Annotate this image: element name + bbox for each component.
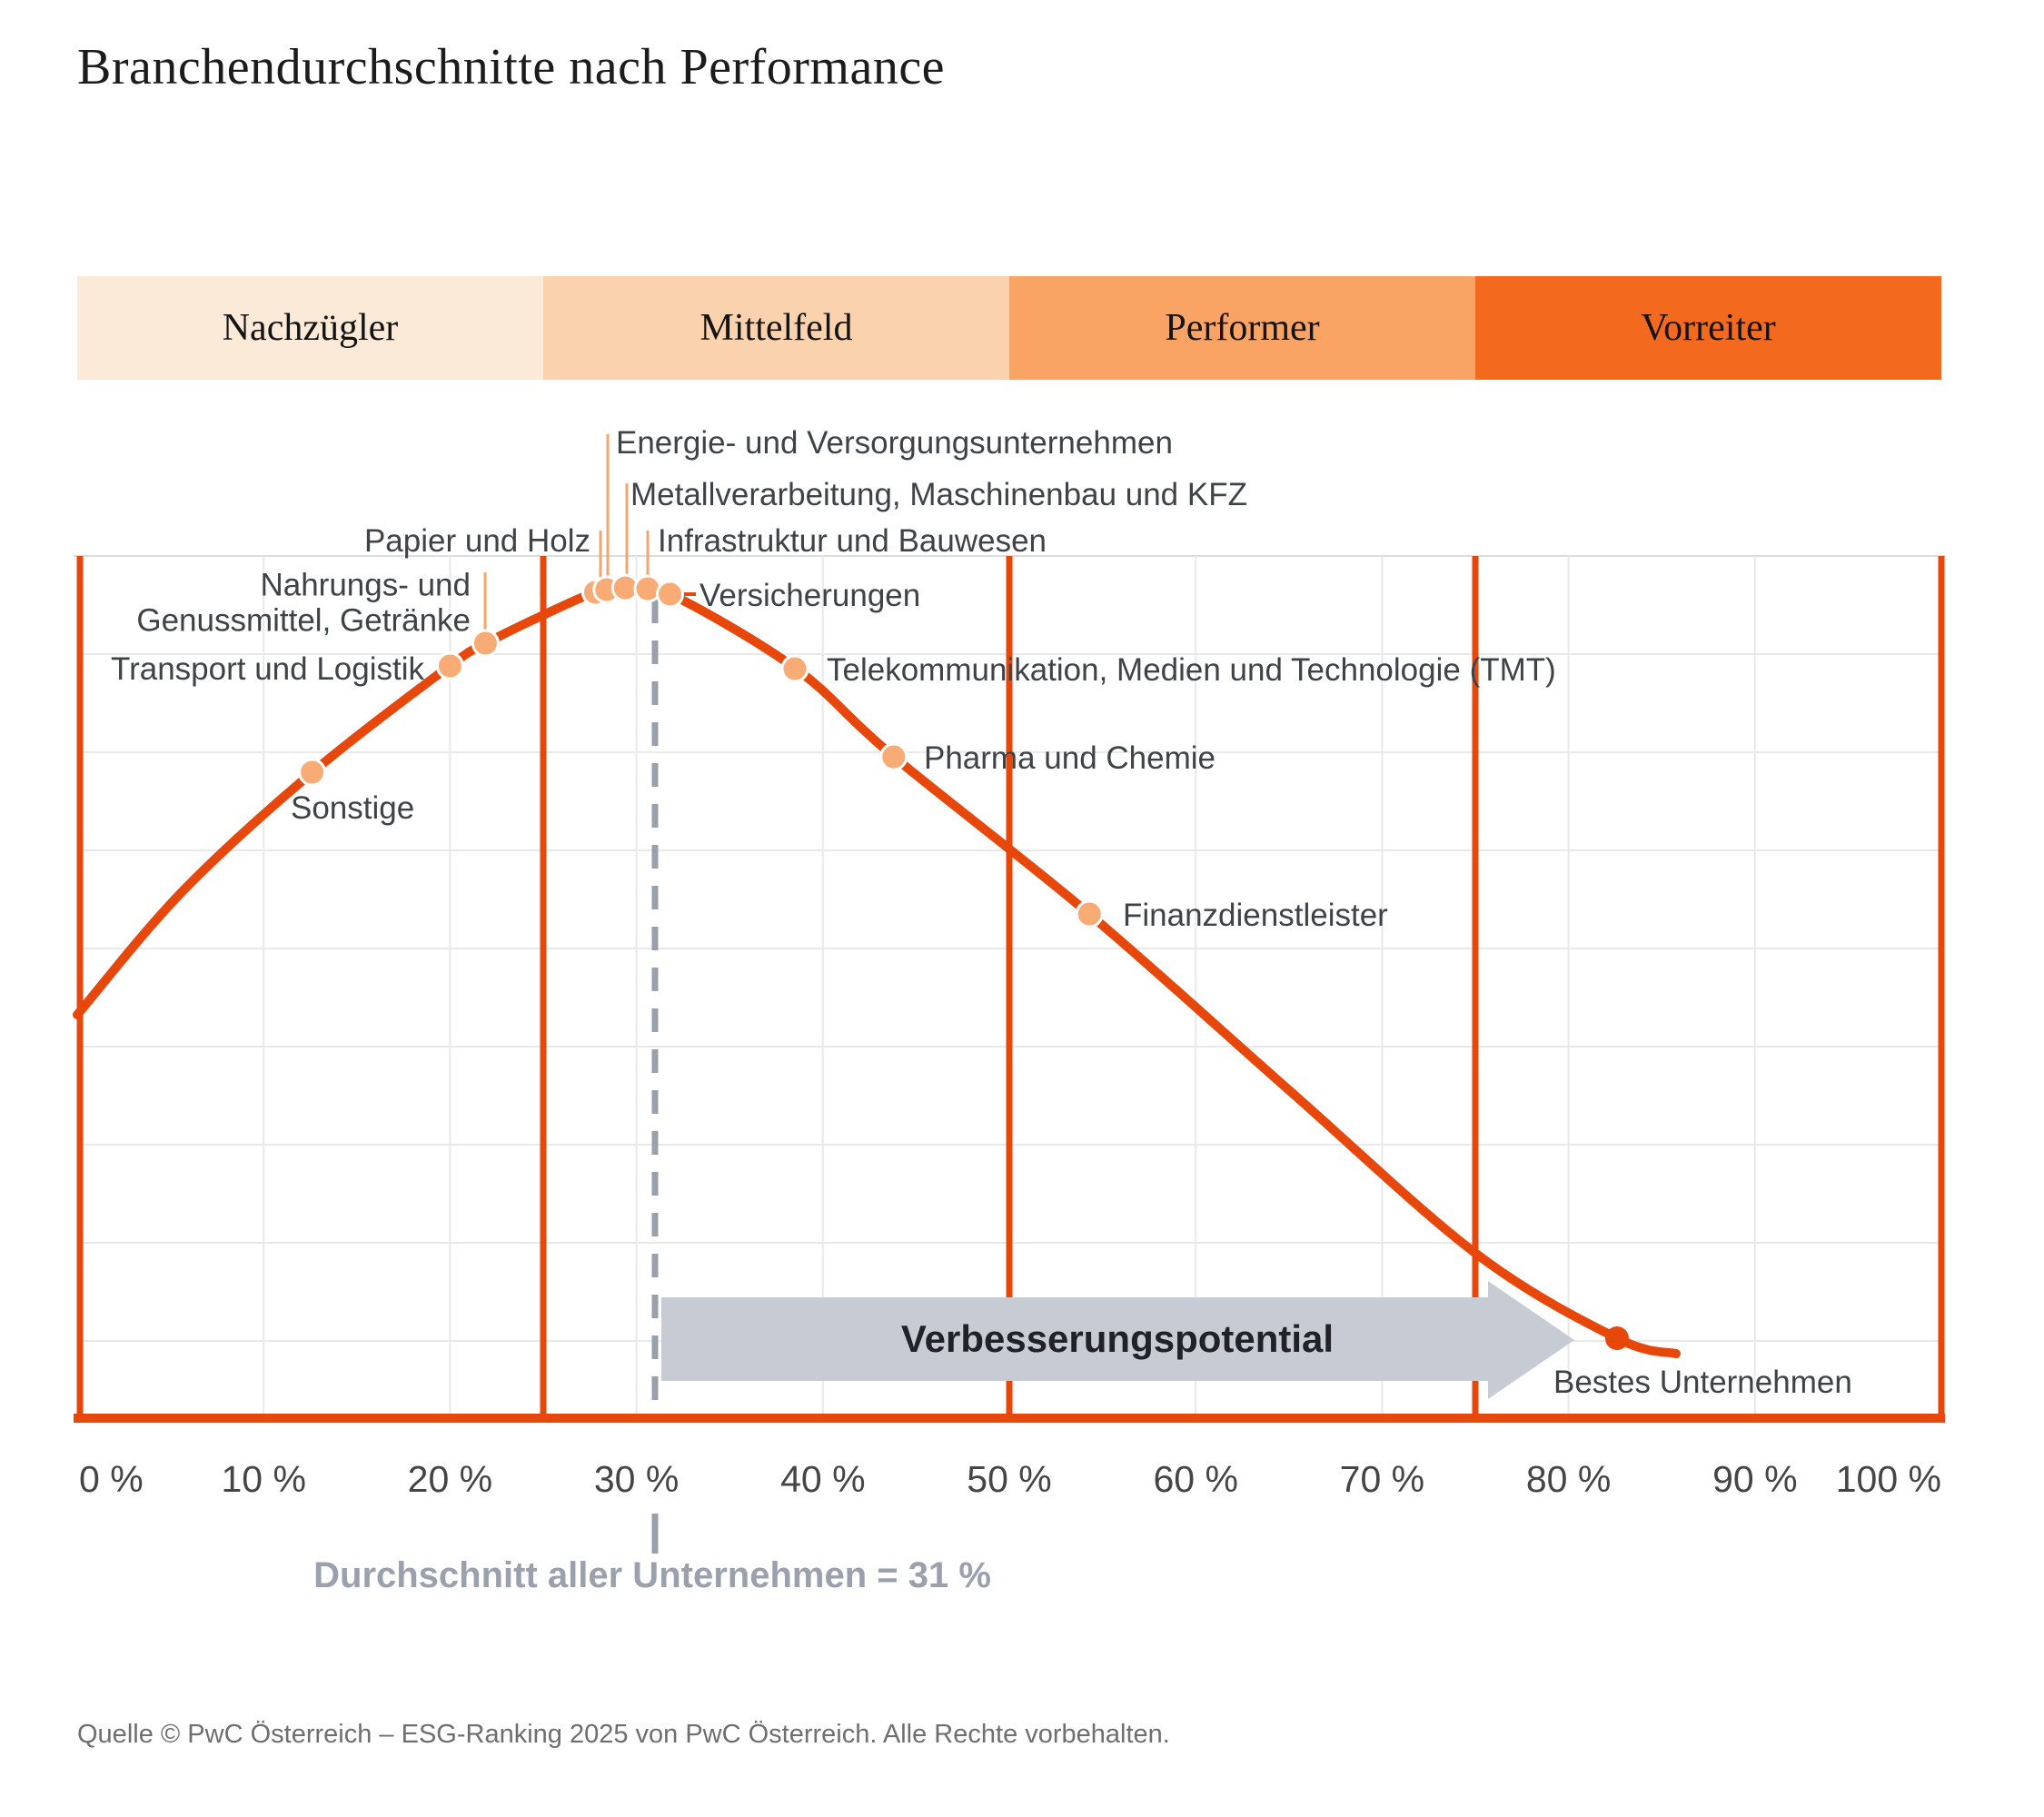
point-label-pharma-und-chemie: Pharma und Chemie	[924, 740, 1215, 776]
performance-band-label: Mittelfeld	[700, 307, 853, 349]
data-point-nahrungs-und-genussmittel-getr-nke	[471, 629, 500, 658]
data-point-sonstige	[298, 758, 327, 787]
performance-band-label: Performer	[1165, 307, 1320, 349]
x-tick-label-50: 50 %	[967, 1458, 1052, 1500]
point-label-transport-und-logistik: Transport und Logistik	[111, 650, 424, 687]
point-label-bestes-unternehmen: Bestes Unternehmen	[1553, 1364, 1852, 1400]
point-label-sonstige: Sonstige	[291, 789, 415, 826]
data-point-pharma-und-chemie	[879, 742, 908, 771]
x-tick-label-20: 20 %	[407, 1458, 493, 1500]
performance-band-performer: Performer	[1009, 276, 1475, 380]
point-label-infrastruktur-und-bauwesen: Infrastruktur und Bauwesen	[658, 522, 1047, 559]
x-tick-label-0: 0 %	[79, 1458, 144, 1500]
x-tick-label-40: 40 %	[780, 1458, 866, 1500]
data-point-finanzdienstleister	[1075, 899, 1104, 928]
improvement-arrow	[661, 1281, 1574, 1399]
point-label-metallverarbeitung-maschinenbau-und-kfz: Metallverarbeitung, Maschinenbau und KFZ	[630, 476, 1247, 512]
performance-band-label: Vorreiter	[1641, 307, 1776, 349]
performance-band-vorreiter: Vorreiter	[1475, 276, 1941, 380]
x-tick-label-80: 80 %	[1525, 1458, 1612, 1500]
point-label-papier-und-holz: Papier und Holz	[363, 522, 590, 559]
x-tick-label-60: 60 %	[1153, 1458, 1238, 1500]
x-tick-label-90: 90 %	[1712, 1458, 1798, 1500]
average-line-label: Durchschnitt aller Unternehmen = 31 %	[313, 1555, 991, 1595]
performance-band-mittelfeld: Mittelfeld	[543, 276, 1009, 380]
data-point-transport-und-logistik	[435, 651, 464, 680]
data-point-versicherungen	[656, 580, 685, 609]
point-label-finanzdienstleister: Finanzdienstleister	[1123, 897, 1388, 933]
x-tick-label-10: 10 %	[221, 1458, 306, 1500]
point-label-nahrungs-und-genussmittel-getr-nke: Nahrungs- und Genussmittel, Getränke	[136, 567, 471, 638]
page-title: Branchendurchschnitte nach Performance	[77, 39, 946, 95]
performance-curve	[73, 581, 1681, 1358]
point-label-energie-und-versorgungsunternehmen: Energie- und Versorgungsunternehmen	[616, 424, 1173, 461]
data-point-bestes-unternehmen	[1604, 1326, 1629, 1350]
x-tick-label-30: 30 %	[593, 1458, 680, 1500]
performance-band-nachz-gler: Nachzügler	[77, 276, 543, 380]
source-footer: Quelle © PwC Österreich – ESG-Ranking 20…	[77, 1720, 1170, 1749]
x-tick-label-70: 70 %	[1339, 1458, 1425, 1500]
performance-band-scale: Nachzügler Mittelfeld Performer Vorreiter	[77, 276, 1941, 380]
x-tick-label-100: 100 %	[1835, 1458, 1941, 1500]
point-label-versicherungen: Versicherungen	[700, 577, 921, 613]
improvement-arrow-label: Verbesserungspotential	[900, 1317, 1335, 1360]
performance-band-label: Nachzügler	[222, 307, 399, 349]
data-point-telekommunikation-medien-und-technologie-tmt	[780, 654, 809, 683]
point-label-telekommunikation-medien-und-technologie-tmt: Telekommunikation, Medien und Technologi…	[827, 651, 1556, 688]
